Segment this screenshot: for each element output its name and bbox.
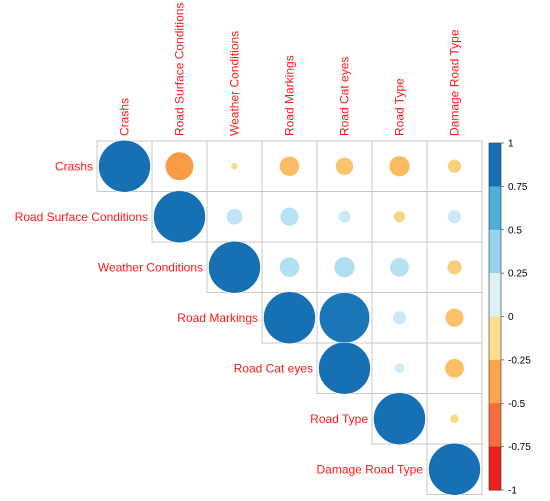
correlation-circle-2-2 — [208, 240, 261, 294]
correlation-circle-4-6 — [444, 358, 465, 379]
correlation-circle-0-6 — [447, 159, 462, 174]
colorbar-tick-label-4: 0 — [508, 312, 514, 323]
correlation-circle-3-6 — [444, 308, 465, 328]
row-label-crashs: Crashs — [55, 159, 93, 173]
column-label-road-surface-conditions: Road Surface Conditions — [173, 3, 187, 136]
correlation-circles — [98, 139, 481, 496]
colorbar-tick-label-1: 0.75 — [508, 182, 528, 193]
correlation-circle-5-6 — [449, 413, 460, 424]
colorbar-segment-0 — [489, 143, 501, 187]
row-label-road-cat-eyes: Road Cat eyes — [234, 361, 313, 375]
row-labels: Crashs Road Surface Conditions Weather Con… — [15, 159, 424, 476]
column-label-weather-conditions: Weather Conditions — [228, 31, 242, 136]
colorbar-segment-1 — [489, 186, 501, 231]
row-label-road-surface-conditions: Road Surface Conditions — [15, 210, 148, 224]
colorbar-tick-label-8: -1 — [508, 486, 517, 497]
correlation-circle-2-3 — [279, 256, 300, 278]
column-label-road-markings: Road Markings — [283, 55, 297, 136]
correlation-circle-0-5 — [388, 155, 411, 177]
column-label-crashs: Crashs — [118, 98, 132, 136]
correlation-circle-0-4 — [335, 156, 354, 176]
row-label-road-type: Road Type — [310, 412, 368, 426]
colorbar-segment-5 — [489, 359, 501, 404]
colorbar-tick-label-2: 0.5 — [508, 225, 522, 236]
correlation-circle-2-6 — [446, 259, 463, 275]
correlation-circle-3-4 — [318, 292, 371, 344]
correlation-circle-0-0 — [98, 139, 151, 193]
correlation-circle-5-5 — [373, 392, 426, 446]
colorbar-segment-7 — [489, 446, 501, 491]
row-label-weather-conditions: Weather Conditions — [98, 260, 203, 274]
correlation-circle-1-2 — [225, 208, 244, 226]
colorbar-segment-2 — [489, 229, 501, 274]
correlation-circle-6-6 — [428, 442, 481, 496]
row-label-damage-road-type: Damage Road Type — [316, 462, 423, 476]
correlation-circle-1-3 — [279, 207, 300, 227]
correlation-circle-1-6 — [447, 209, 462, 224]
column-label-road-cat-eyes: Road Cat eyes — [338, 57, 352, 136]
correlation-circle-2-5 — [389, 257, 410, 278]
correlation-circle-1-4 — [337, 210, 352, 224]
colorbar-tick-label-6: -0.5 — [508, 399, 526, 410]
colorbar-tick-label-0: 1 — [508, 139, 514, 150]
colorbar-segment-6 — [489, 403, 501, 448]
colorbar-tick-label-5: -0.25 — [508, 355, 531, 366]
colorbar-segment-4 — [489, 316, 501, 361]
correlation-circle-1-1 — [153, 190, 206, 244]
colorbar-tick-label-7: -0.75 — [508, 442, 531, 453]
correlation-circle-0-1 — [164, 151, 195, 181]
row-label-road-markings: Road Markings — [177, 311, 258, 325]
correlation-circle-0-2 — [230, 162, 239, 171]
correlation-circle-0-3 — [279, 155, 300, 177]
cell-3-6 — [426, 292, 483, 344]
correlation-circle-3-5 — [392, 310, 407, 325]
correlation-circle-4-4 — [318, 341, 371, 395]
colorbar-segment-3 — [489, 273, 501, 317]
colorbar-tick-label-3: 0.25 — [508, 269, 528, 280]
correlation-circle-1-5 — [393, 210, 406, 223]
correlation-circle-2-4 — [333, 256, 356, 278]
correlation-circle-4-5 — [393, 362, 405, 374]
column-label-damage-road-type: Damage Road Type — [448, 29, 462, 136]
column-label-road-type: Road Type — [393, 78, 407, 136]
column-labels: Crashs Road Surface Conditions Weather Con… — [118, 3, 462, 136]
correlation-circle-3-3 — [263, 291, 316, 345]
colorbar: 1 0.75 0.5 0.25 0 -0.25 -0.5 -0.75 -1 — [488, 139, 531, 497]
